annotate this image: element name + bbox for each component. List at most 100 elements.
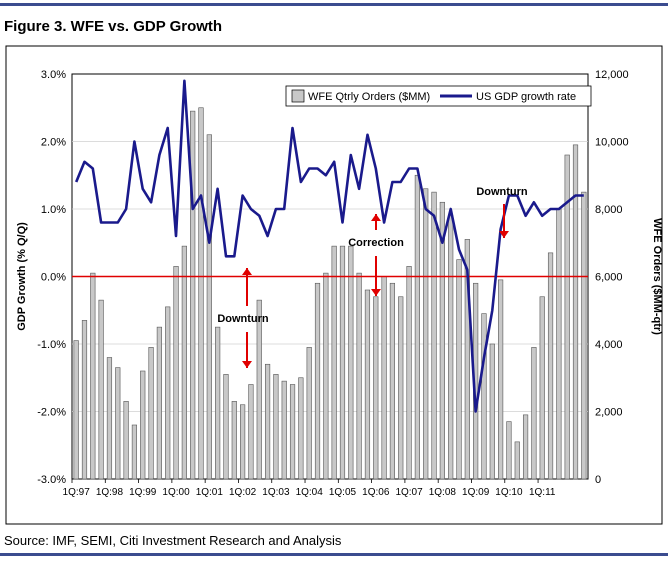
x-axis-ticks: 1Q:97 1Q:98 1Q:99 1Q:00 1Q:01 1Q:02 1Q:03 1Q:04… <box>63 479 556 498</box>
legend-line-label: US GDP growth rate <box>476 91 576 103</box>
wfe-bar <box>140 370 146 480</box>
arrow-up-2001-head <box>242 268 252 275</box>
wfe-bar <box>289 384 296 480</box>
wfe-bar <box>215 326 221 480</box>
wfe-bar <box>90 272 96 480</box>
wfe-bar <box>439 201 445 480</box>
wfe-bar <box>106 357 113 480</box>
wfe-bar <box>248 384 254 480</box>
wfe-bar <box>531 347 537 480</box>
wfe-bar <box>314 282 321 480</box>
right-tick-label: 4,000 <box>595 339 623 351</box>
wfe-bar <box>389 282 396 480</box>
wfe-bar <box>356 272 362 480</box>
bar-layer <box>73 107 587 480</box>
wfe-bar <box>481 313 487 480</box>
right-tick-label: 10,000 <box>595 137 629 149</box>
gdp-line <box>74 79 584 413</box>
x-tick-label: 1Q:02 <box>229 487 257 498</box>
wfe-bar <box>98 299 104 480</box>
wfe-bar <box>323 272 329 480</box>
annotation-downturn-2001: Downturn <box>217 313 269 325</box>
x-tick-label: 1Q:06 <box>362 487 390 498</box>
wfe-bar <box>181 245 187 480</box>
wfe-bar <box>522 414 529 480</box>
wfe-bar <box>206 134 212 480</box>
wfe-bar <box>273 374 279 480</box>
wfe-bar <box>448 215 454 480</box>
wfe-bar <box>281 380 287 480</box>
wfe-bar <box>264 363 271 480</box>
left-tick-label: 3.0% <box>41 69 66 81</box>
legend-frame <box>285 85 592 107</box>
x-tick-label: 1Q:09 <box>462 487 490 498</box>
right-tick-label: 6,000 <box>595 272 623 284</box>
wfe-bar <box>231 401 237 480</box>
wfe-bar <box>73 340 79 480</box>
wfe-bar <box>547 252 554 480</box>
arrow-down-2001-head <box>242 361 252 368</box>
left-tick-label: -2.0% <box>37 407 66 419</box>
arrow-down-2008-head <box>499 231 509 238</box>
x-tick-label: 1Q:01 <box>196 487 224 498</box>
x-tick-label: 1Q:05 <box>329 487 357 498</box>
wfe-bar <box>506 421 512 480</box>
x-tick-label: 1Q:10 <box>495 487 523 498</box>
wfe-bar <box>81 320 88 480</box>
wfe-bar <box>556 208 562 480</box>
x-tick-label: 1Q:99 <box>129 487 157 498</box>
wfe-bar <box>298 377 304 480</box>
right-tick-label: 12,000 <box>595 69 629 81</box>
wfe-bar <box>514 441 520 480</box>
wfe-bar <box>456 259 462 480</box>
wfe-bar <box>148 347 154 480</box>
wfe-bar <box>339 245 346 480</box>
wfe-bar <box>306 347 312 480</box>
wfe-bar <box>431 191 437 480</box>
left-tick-label: -1.0% <box>37 339 66 351</box>
wfe-bar <box>165 306 171 480</box>
wfe-bar <box>539 296 545 480</box>
wfe-bar <box>256 299 262 480</box>
x-tick-label: 1Q:97 <box>63 487 91 498</box>
legend: WFE Qtrly Orders ($MM) US GDP growth rat… <box>285 85 592 107</box>
wfe-bar <box>464 239 470 480</box>
y-axis-left-label: GDP Growth (% Q/Q) <box>16 222 28 331</box>
right-tick-label: 2,000 <box>595 407 623 419</box>
legend-bar-swatch <box>291 89 305 103</box>
wfe-bar <box>414 174 420 480</box>
chart: -3.0% -2.0% -1.0% 0.0% 1.0% 2.0% 3.0% 0 2,000 4,… <box>5 45 663 525</box>
left-tick-label: 0.0% <box>41 272 66 284</box>
annotations: Downturn Correction Downturn <box>217 186 528 368</box>
wfe-bar <box>131 424 138 480</box>
right-tick-label: 0 <box>595 474 601 486</box>
x-tick-label: 1Q:00 <box>162 487 190 498</box>
wfe-bar <box>498 279 504 480</box>
legend-bar-label: WFE Qtrly Orders ($MM) <box>308 91 430 103</box>
left-tick-label: 1.0% <box>41 204 66 216</box>
x-tick-label: 1Q:04 <box>296 487 324 498</box>
wfe-bar <box>348 245 354 480</box>
left-tick-label: 2.0% <box>41 137 66 149</box>
wfe-bar <box>373 296 379 480</box>
wfe-bar <box>581 191 587 480</box>
wfe-bar <box>240 404 246 480</box>
x-tick-label: 1Q:98 <box>96 487 124 498</box>
x-tick-label: 1Q:11 <box>529 487 556 498</box>
x-tick-label: 1Q:08 <box>429 487 457 498</box>
right-tick-label: 8,000 <box>595 204 623 216</box>
x-tick-label: 1Q:03 <box>262 487 290 498</box>
left-axis-ticks: -3.0% -2.0% -1.0% 0.0% 1.0% 2.0% 3.0% <box>37 69 66 486</box>
wfe-bar <box>331 245 337 480</box>
left-tick-label: -3.0% <box>37 474 66 486</box>
wfe-bar <box>156 326 162 480</box>
wfe-bar <box>423 188 429 480</box>
wfe-bar <box>364 289 371 480</box>
annotation-downturn-2008: Downturn <box>476 186 528 198</box>
wfe-bar <box>398 296 404 480</box>
wfe-bar <box>173 266 179 480</box>
wfe-bar <box>123 401 129 480</box>
wfe-bar <box>223 374 229 480</box>
x-tick-label: 1Q:07 <box>395 487 423 498</box>
wfe-bar <box>572 144 579 480</box>
